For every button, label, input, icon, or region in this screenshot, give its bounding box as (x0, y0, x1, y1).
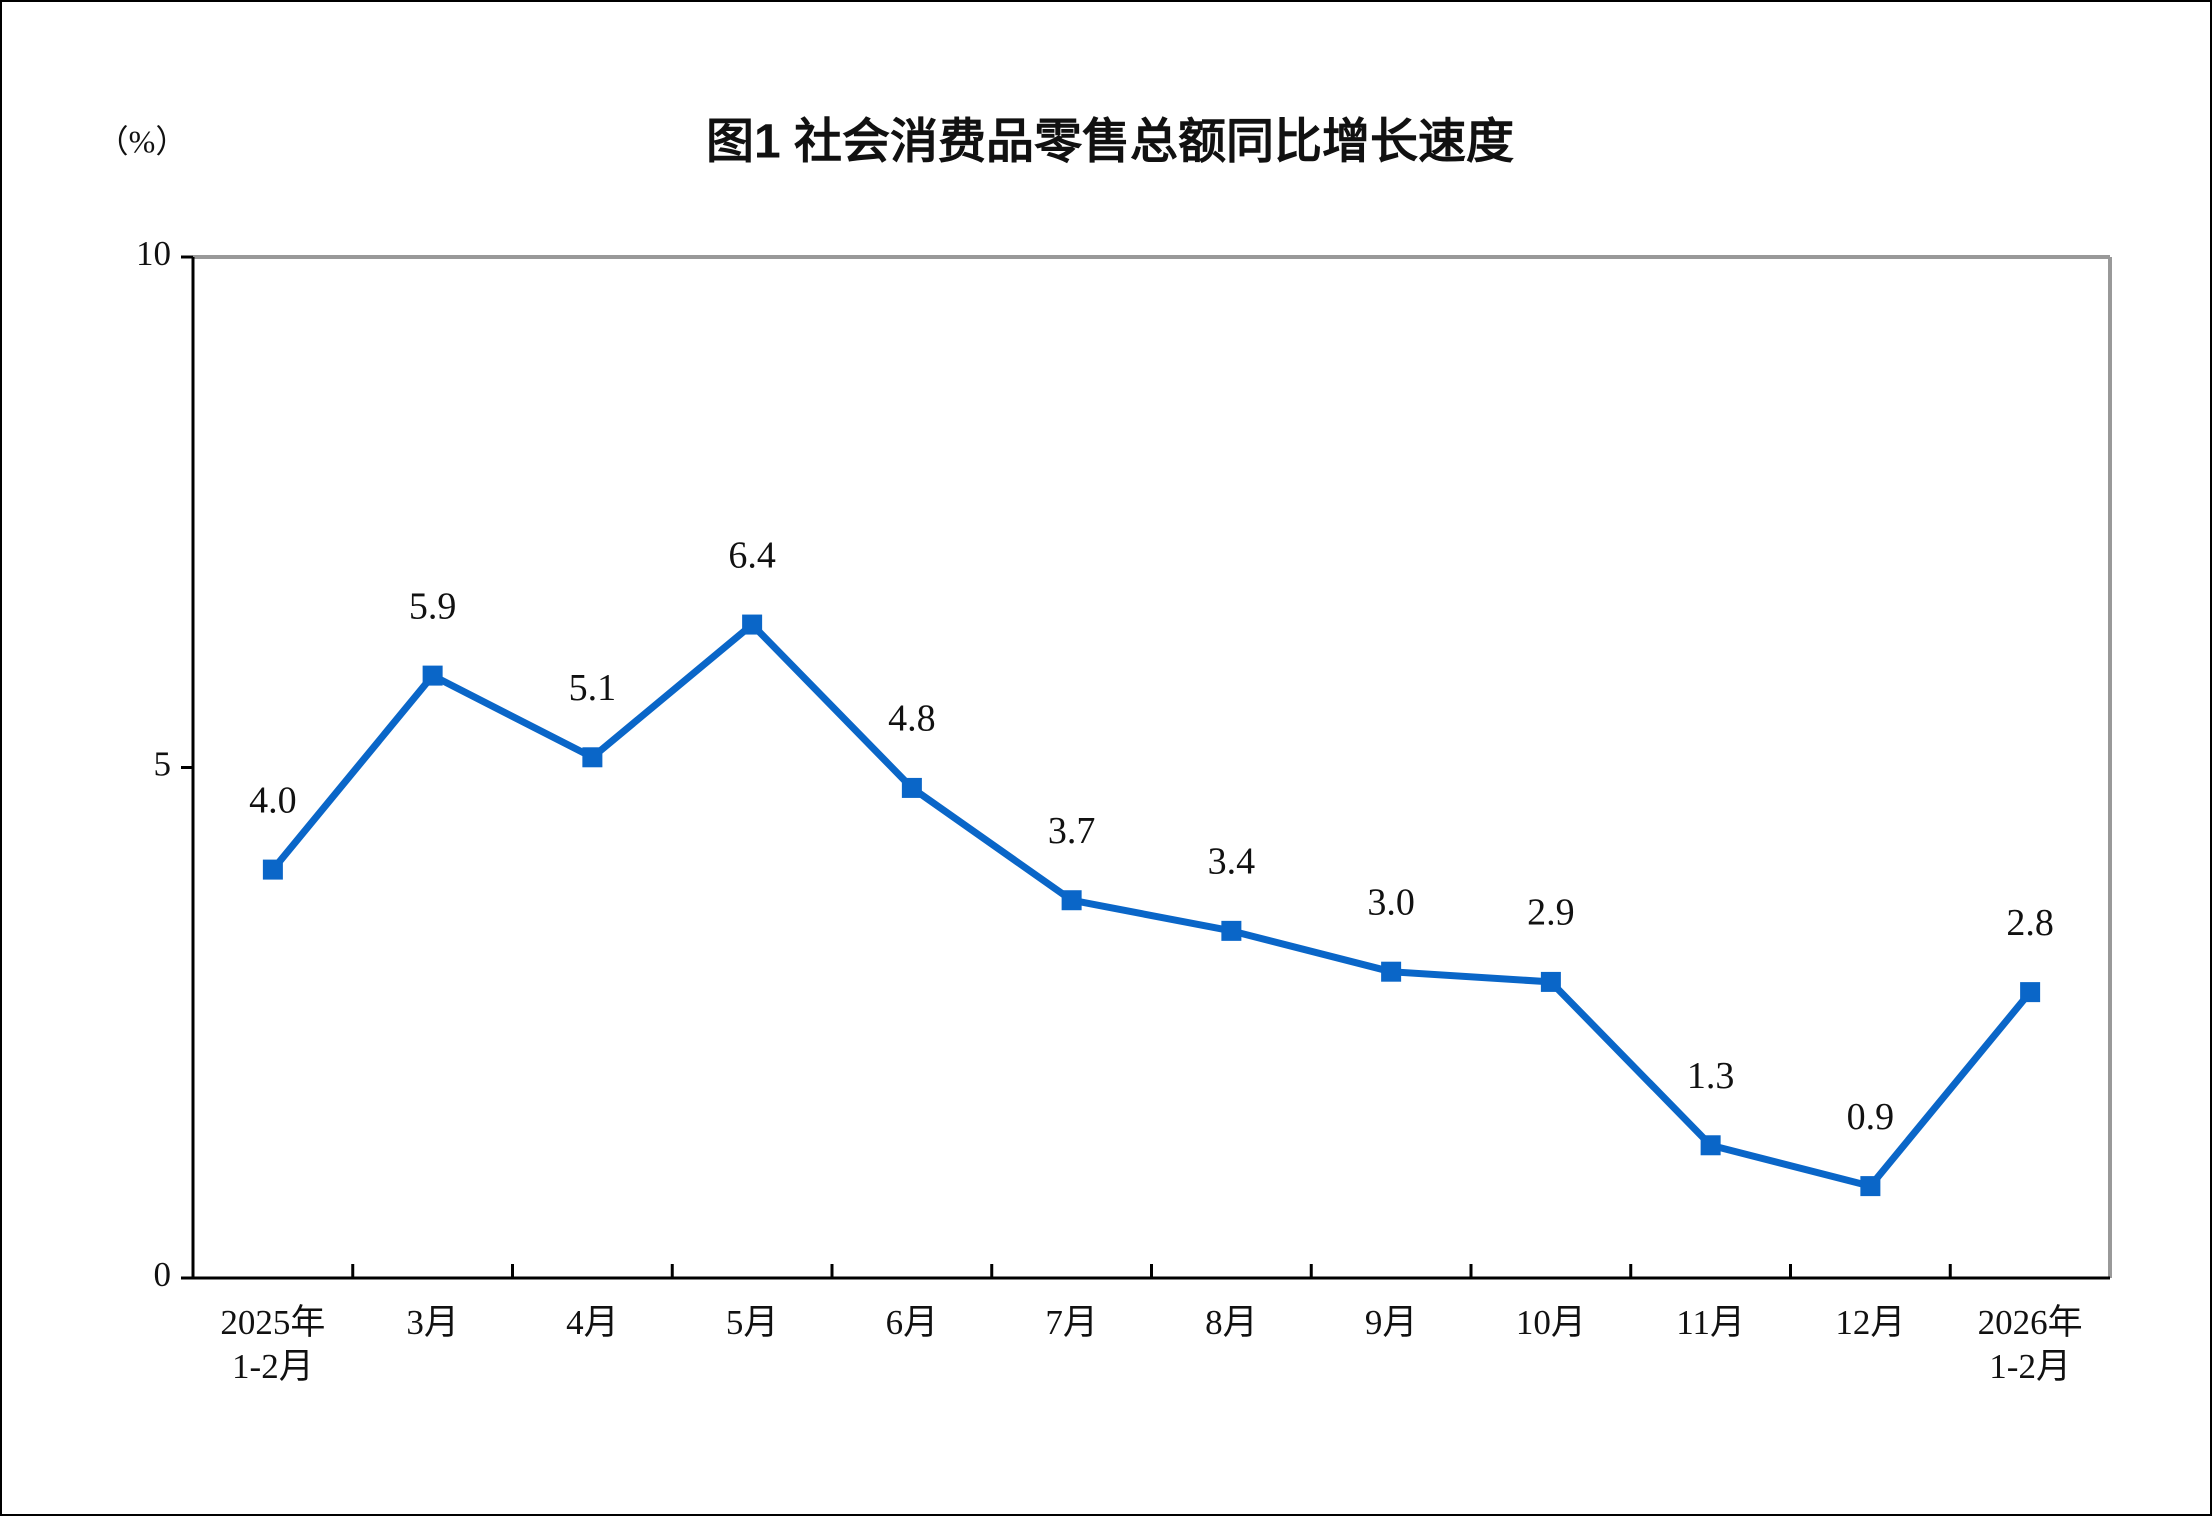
chart-title: 图1 社会消费品零售总额同比增长速度 (706, 116, 1514, 169)
x-tick-label: 10月 (1516, 1303, 1586, 1342)
x-tick-label: 12月 (1835, 1303, 1905, 1342)
x-tick-label: 6月 (886, 1303, 939, 1342)
marker (582, 747, 603, 768)
data-label: 6.4 (728, 534, 776, 576)
marker (1700, 1135, 1721, 1156)
marker (1381, 961, 1402, 982)
y-tick-label: 5 (154, 745, 172, 784)
marker (1860, 1176, 1881, 1197)
data-label: 4.0 (249, 779, 297, 821)
data-label: 3.0 (1367, 881, 1415, 923)
data-label: 3.7 (1048, 810, 1096, 852)
x-tick-label: 3月 (406, 1303, 459, 1342)
x-tick-label: 8月 (1205, 1303, 1258, 1342)
marker (901, 777, 922, 798)
x-tick-label: 9月 (1365, 1303, 1418, 1342)
y-unit: （%） (97, 123, 188, 159)
marker (1540, 971, 1561, 992)
data-label: 2.9 (1527, 892, 1575, 934)
data-label: 5.1 (569, 667, 617, 709)
marker (1061, 890, 1082, 911)
x-tick-label: 7月 (1045, 1303, 1098, 1342)
marker (742, 614, 763, 635)
x-tick-label: 5月 (726, 1303, 779, 1342)
x-tick-label: 11月 (1676, 1303, 1745, 1342)
data-label: 2.8 (2006, 902, 2054, 944)
data-label: 3.4 (1208, 841, 1256, 883)
data-label: 1.3 (1687, 1055, 1735, 1097)
marker (262, 859, 283, 880)
line (270, 621, 2033, 1190)
y-tick-label: 0 (154, 1255, 172, 1294)
x-tick-label: 2026年 1-2月 (1978, 1303, 2083, 1386)
data-label: 5.9 (409, 585, 457, 627)
data-label: 4.8 (888, 698, 936, 740)
x-tick-label: 4月 (566, 1303, 619, 1342)
marker (422, 665, 443, 686)
marker (1221, 920, 1242, 941)
marker (2020, 982, 2041, 1003)
data-label: 0.9 (1847, 1096, 1895, 1138)
x-tick-label: 2025年 1-2月 (220, 1303, 325, 1386)
y-tick-label: 10 (136, 234, 171, 273)
